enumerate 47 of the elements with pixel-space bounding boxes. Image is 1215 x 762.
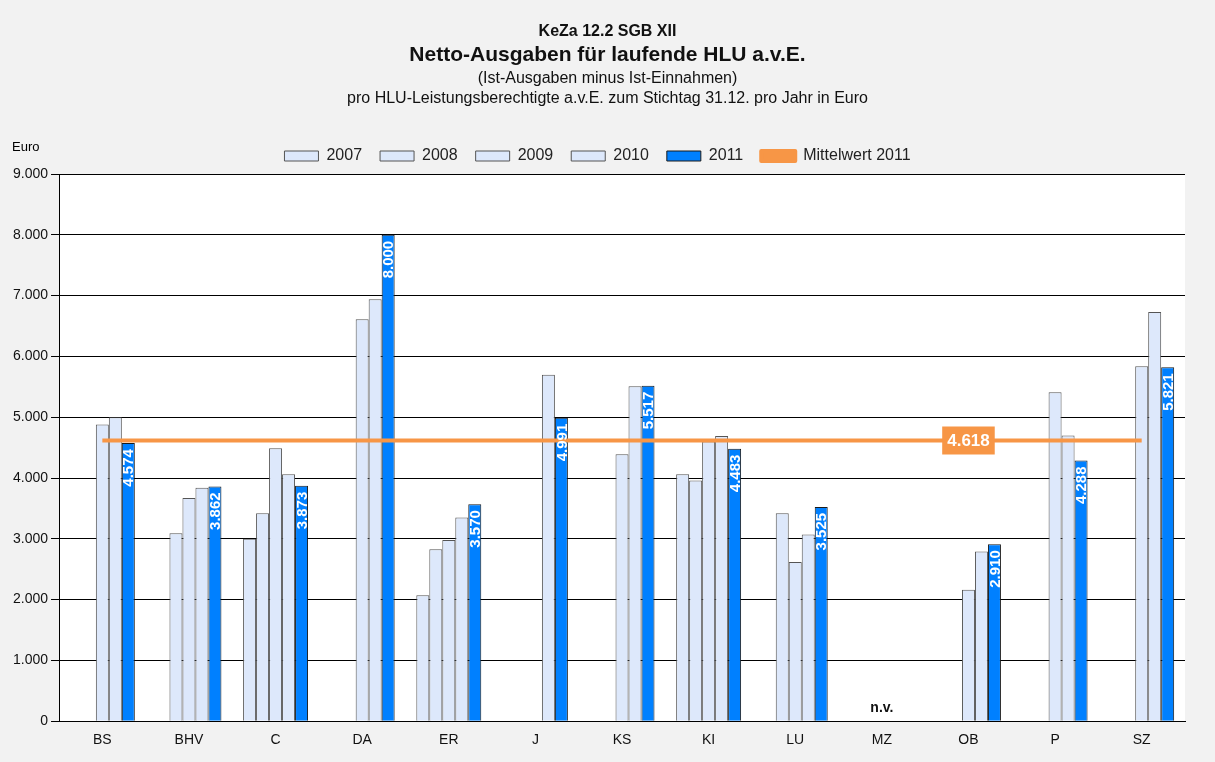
legend-label: 2009 bbox=[517, 146, 554, 164]
data-label: 5.821 bbox=[1158, 373, 1176, 411]
data-label: 4.991 bbox=[552, 423, 570, 462]
data-label: 5.517 bbox=[639, 391, 657, 430]
x-tick-label: P bbox=[1050, 731, 1060, 748]
data-label: 3.525 bbox=[812, 512, 830, 551]
data-label: 3.873 bbox=[292, 491, 310, 530]
legend-label: 2008 bbox=[422, 146, 458, 164]
y-tick-label: 2.000 bbox=[12, 590, 49, 607]
x-tick-label: C bbox=[270, 731, 281, 748]
x-tick-label: MZ bbox=[871, 731, 893, 748]
x-tick-label: LU bbox=[786, 731, 805, 748]
y-tick-label: 4.000 bbox=[12, 468, 49, 485]
data-label: 8.000 bbox=[379, 240, 397, 279]
data-label: 4.483 bbox=[725, 454, 743, 493]
y-tick-label: 8.000 bbox=[12, 225, 49, 242]
x-tick-label: SZ bbox=[1132, 731, 1152, 748]
y-tick-label: 6.000 bbox=[12, 347, 49, 364]
data-label: 2.910 bbox=[985, 550, 1003, 588]
legend-label: Mittelwert 2011 bbox=[803, 146, 911, 164]
chart-title: Netto-Ausgaben für laufende HLU a.v.E. bbox=[408, 42, 807, 66]
text: KeZa 12.2 SGB XII bbox=[537, 22, 678, 40]
data-label: 3.862 bbox=[206, 492, 224, 530]
data-label: 4.618 bbox=[947, 431, 990, 451]
chart-subtitle: (Ist-Ausgaben minus Ist-Einnahmen) pro HLU-Leistungsberechtigte a.v.E. zum Stichtag 31.12. pro Jahr in Euro bbox=[346, 68, 869, 108]
x-tick-label: BHV bbox=[174, 731, 204, 748]
text: n.v. bbox=[870, 699, 894, 716]
y-tick-label: 9.000 bbox=[12, 164, 49, 181]
y-tick-label: 5.000 bbox=[12, 408, 49, 425]
x-tick-label: KI bbox=[702, 731, 716, 748]
x-tick-label: J bbox=[531, 731, 539, 748]
legend-label: 2007 bbox=[326, 146, 363, 164]
y-tick-label: 0 bbox=[40, 712, 49, 729]
y-axis-title: Euro bbox=[12, 139, 40, 154]
x-tick-label: OB bbox=[958, 731, 979, 748]
x-tick-label: BS bbox=[93, 731, 112, 748]
x-tick-label: KS bbox=[612, 731, 632, 748]
y-tick-label: 7.000 bbox=[12, 286, 49, 303]
x-tick-label: ER bbox=[439, 731, 459, 748]
data-label: 4.288 bbox=[1072, 466, 1090, 505]
data-label: 3.570 bbox=[465, 510, 483, 548]
y-tick-label: 3.000 bbox=[12, 529, 49, 546]
data-label: 4.574 bbox=[119, 448, 137, 487]
y-tick-label: 1.000 bbox=[12, 651, 49, 668]
legend-label: 2011 bbox=[708, 146, 744, 164]
legend-label: 2010 bbox=[613, 146, 649, 164]
x-tick-label: DA bbox=[352, 731, 373, 748]
